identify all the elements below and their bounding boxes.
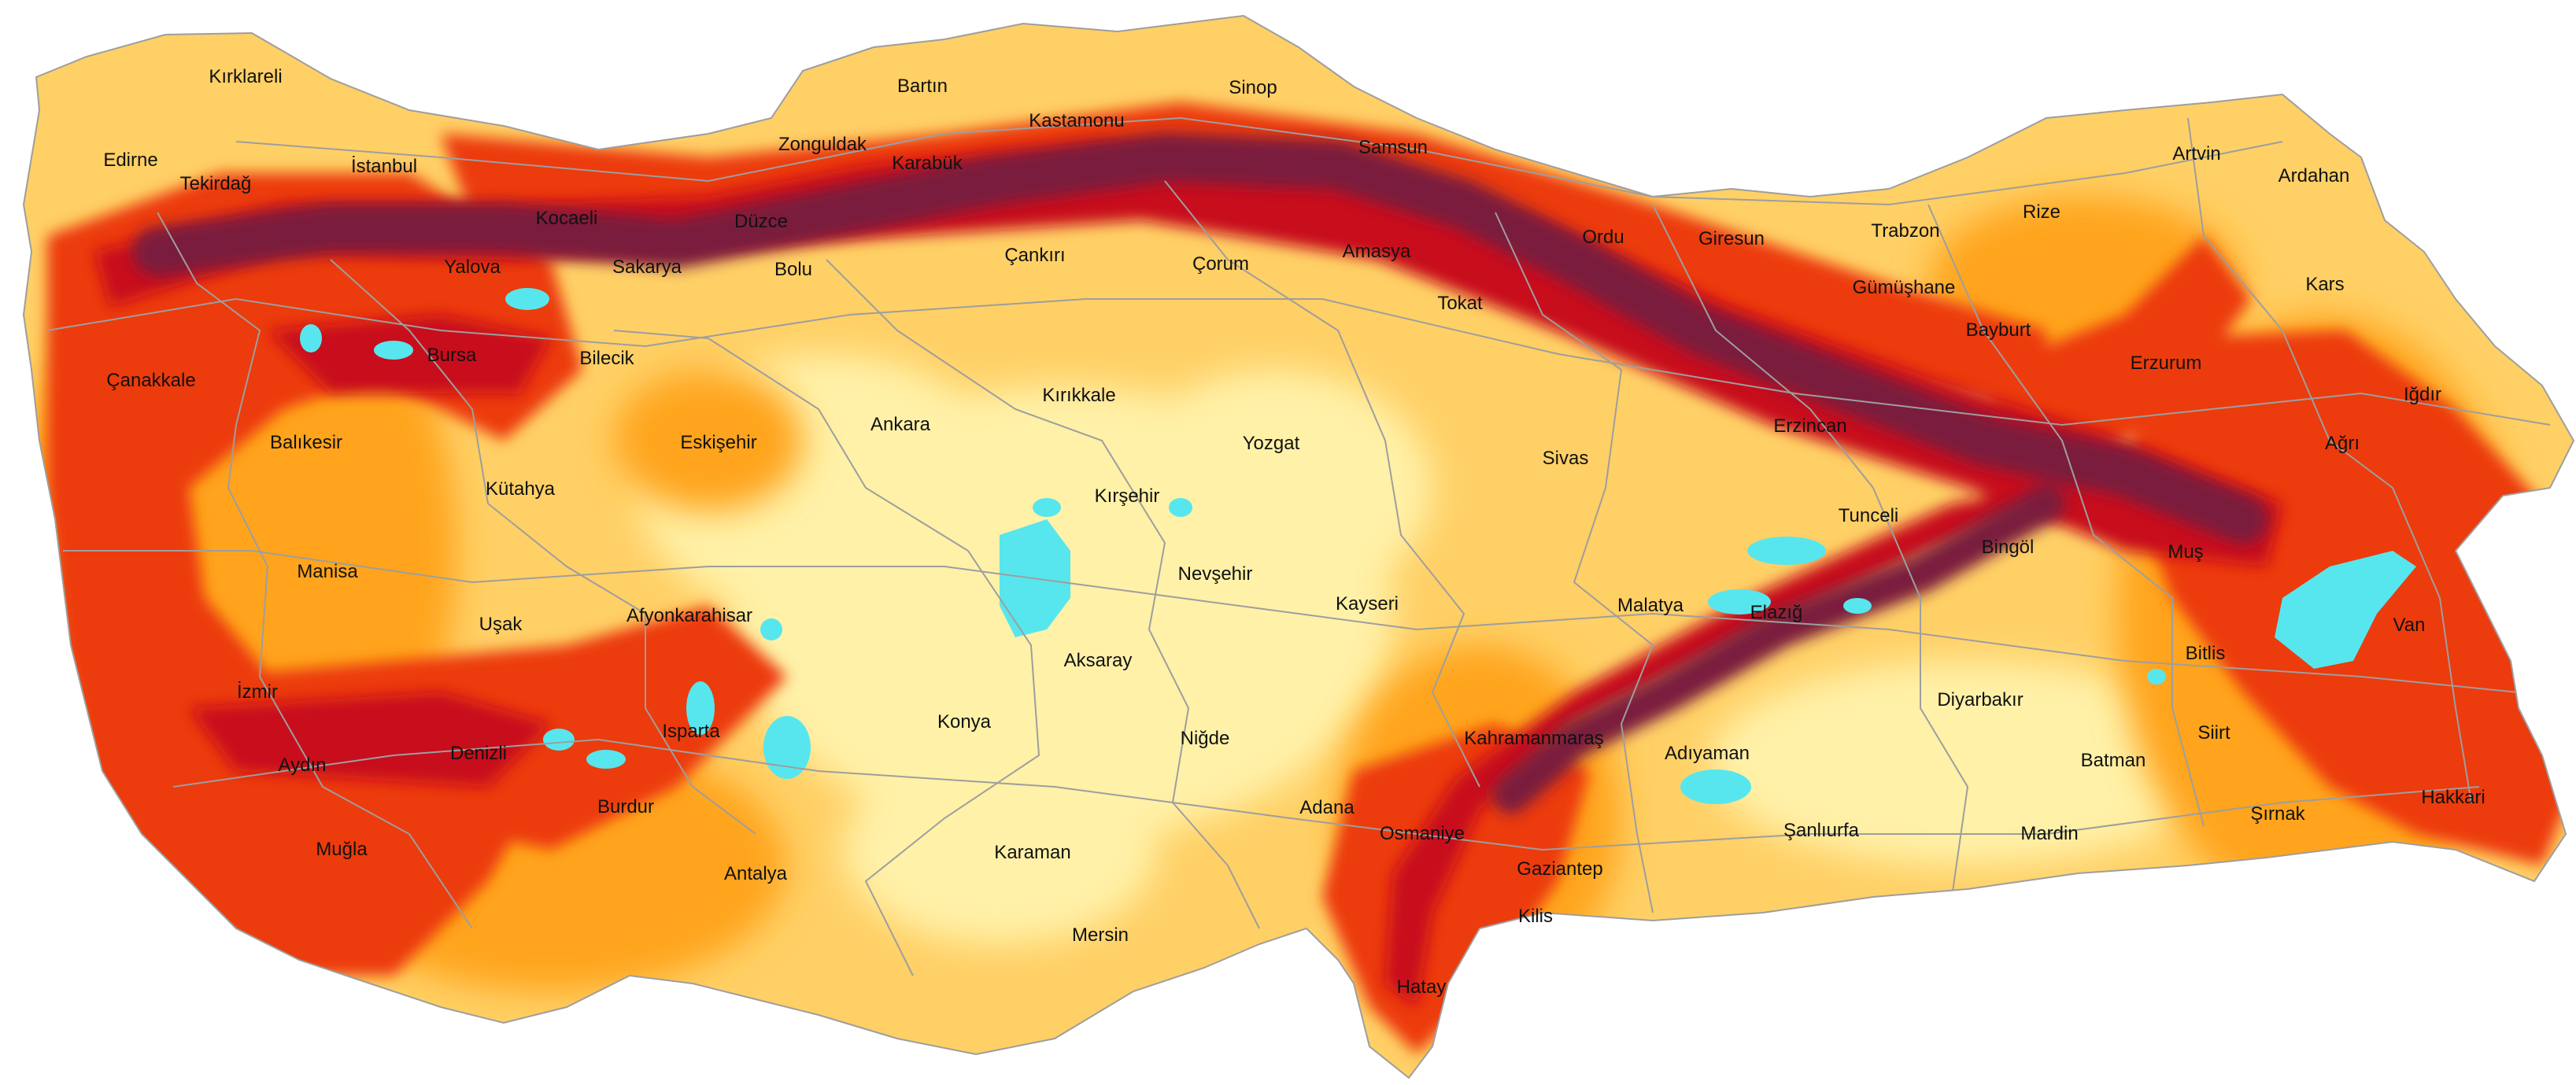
province-label[interactable]: Batman bbox=[2080, 750, 2146, 771]
province-label[interactable]: Sakarya bbox=[612, 256, 682, 278]
province-label[interactable]: Rize bbox=[2022, 201, 2061, 223]
province-label[interactable]: Trabzon bbox=[1871, 220, 1940, 242]
province-label[interactable]: Samsun bbox=[1358, 137, 1428, 158]
province-borders bbox=[46, 116, 2551, 976]
province-label[interactable]: Denizli bbox=[449, 743, 508, 764]
province-label[interactable]: Niğde bbox=[1180, 728, 1230, 749]
province-label[interactable]: Gümüşhane bbox=[1852, 277, 1956, 298]
province-label[interactable]: Tunceli bbox=[1838, 505, 1899, 526]
province-label[interactable]: Yalova bbox=[444, 256, 501, 278]
province-label[interactable]: Kars bbox=[2305, 274, 2345, 295]
province-label[interactable]: Bartın bbox=[896, 76, 948, 97]
province-label[interactable]: Kütahya bbox=[485, 478, 556, 500]
province-label[interactable]: Çorum bbox=[1192, 253, 1250, 275]
province-label[interactable]: Kahramanmaraş bbox=[1464, 728, 1604, 749]
province-label[interactable]: Bitlis bbox=[2185, 643, 2226, 664]
province-label[interactable]: Ardahan bbox=[2278, 165, 2350, 186]
province-label[interactable]: Hakkari bbox=[2421, 787, 2485, 808]
province-label[interactable]: Aksaray bbox=[1063, 650, 1133, 671]
province-label[interactable]: Manisa bbox=[297, 561, 358, 582]
province-label[interactable]: Ordu bbox=[1582, 227, 1624, 248]
province-label[interactable]: Çankırı bbox=[1004, 245, 1066, 266]
province-label[interactable]: Diyarbakır bbox=[1937, 689, 2023, 710]
province-label[interactable]: Tekirdağ bbox=[179, 173, 252, 194]
province-label[interactable]: Eskişehir bbox=[680, 432, 757, 453]
province-label[interactable]: Bayburt bbox=[1965, 319, 2031, 341]
province-label[interactable]: Erzurum bbox=[2130, 352, 2202, 374]
province-label[interactable]: Afyonkarahisar bbox=[626, 605, 753, 626]
province-label[interactable]: İstanbul bbox=[350, 156, 418, 177]
province-label[interactable]: Elazığ bbox=[1750, 602, 1803, 623]
province-label[interactable]: Tokat bbox=[1437, 293, 1483, 314]
province-label[interactable]: Kırıkkale bbox=[1042, 385, 1116, 406]
province-label[interactable]: Adıyaman bbox=[1664, 743, 1750, 764]
province-label[interactable]: Adana bbox=[1299, 797, 1355, 818]
province-label[interactable]: Amasya bbox=[1342, 241, 1411, 262]
province-label[interactable]: İzmir bbox=[237, 681, 278, 703]
province-label[interactable]: Mardin bbox=[2020, 823, 2079, 844]
province-label[interactable]: Muğla bbox=[316, 839, 368, 860]
province-label[interactable]: Ankara bbox=[870, 414, 931, 435]
province-label[interactable]: Edirne bbox=[103, 149, 158, 171]
province-label[interactable]: Van bbox=[2393, 614, 2426, 636]
province-label[interactable]: Isparta bbox=[662, 721, 720, 742]
province-label[interactable]: Burdur bbox=[597, 796, 655, 817]
extreme-hazard-zones bbox=[133, 133, 2267, 814]
province-label[interactable]: Kilis bbox=[1517, 906, 1554, 927]
province-label[interactable]: Karabük bbox=[892, 153, 963, 174]
province-label[interactable]: Artvin bbox=[2172, 143, 2221, 164]
province-label[interactable]: Zonguldak bbox=[778, 134, 867, 155]
province-label[interactable]: Osmaniye bbox=[1379, 823, 1465, 844]
province-label[interactable]: Yozgat bbox=[1242, 433, 1300, 454]
province-label[interactable]: Ağrı bbox=[2324, 433, 2360, 454]
province-label[interactable]: Kastamonu bbox=[1029, 110, 1125, 131]
province-label[interactable]: Siirt bbox=[2197, 722, 2230, 744]
province-label[interactable]: Antalya bbox=[723, 863, 788, 884]
province-label[interactable]: Şanlıurfa bbox=[1783, 820, 1860, 841]
province-label[interactable]: Sinop bbox=[1229, 77, 1277, 98]
lakes bbox=[300, 288, 2416, 804]
province-label[interactable]: Aydın bbox=[278, 755, 327, 776]
province-label[interactable]: Bingöl bbox=[1981, 537, 2035, 558]
province-label[interactable]: Bolu bbox=[774, 259, 813, 280]
province-label[interactable]: Balıkesir bbox=[269, 432, 343, 453]
province-label[interactable]: Mersin bbox=[1071, 924, 1129, 946]
province-label[interactable]: Erzincan bbox=[1773, 415, 1847, 437]
province-label[interactable]: Malatya bbox=[1617, 595, 1684, 616]
province-label[interactable]: Iğdır bbox=[2403, 384, 2442, 405]
province-label[interactable]: Konya bbox=[937, 711, 992, 733]
province-label[interactable]: Uşak bbox=[479, 614, 523, 635]
province-label[interactable]: Hatay bbox=[1396, 976, 1447, 998]
province-label[interactable]: Sivas bbox=[1542, 448, 1589, 469]
province-label[interactable]: Gaziantep bbox=[1517, 858, 1603, 880]
province-label[interactable]: Bilecik bbox=[579, 348, 634, 369]
province-label[interactable]: Düzce bbox=[734, 211, 789, 232]
province-label[interactable]: Kayseri bbox=[1335, 593, 1399, 614]
province-label[interactable]: Muş bbox=[2168, 541, 2204, 563]
province-label[interactable]: Kırşehir bbox=[1094, 485, 1160, 507]
province-label[interactable]: Çanakkale bbox=[106, 370, 196, 391]
province-label[interactable]: Şırnak bbox=[2250, 803, 2305, 825]
province-label[interactable]: Nevşehir bbox=[1177, 563, 1253, 585]
province-label[interactable]: Kocaeli bbox=[535, 208, 598, 229]
province-label[interactable]: Kırklareli bbox=[209, 66, 283, 87]
province-label[interactable]: Karaman bbox=[994, 842, 1071, 863]
province-label[interactable]: Bursa bbox=[427, 345, 477, 366]
province-label[interactable]: Giresun bbox=[1698, 228, 1765, 249]
